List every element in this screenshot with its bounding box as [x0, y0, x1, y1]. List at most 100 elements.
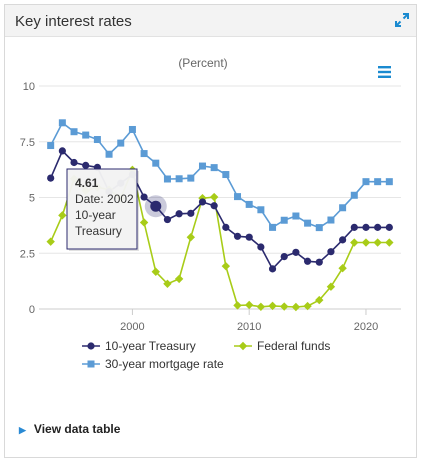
data-point-fedfunds[interactable] [268, 301, 277, 311]
data-point-mortgage[interactable] [234, 193, 242, 201]
data-point-fedfunds[interactable] [373, 238, 382, 247]
data-point-fedfunds[interactable] [280, 302, 289, 311]
data-point-treasury[interactable] [140, 193, 148, 201]
data-point-fedfunds[interactable] [326, 282, 336, 291]
triangle-right-icon: ▶ [19, 425, 26, 435]
tooltip-series-line: Treasury [75, 224, 122, 238]
legend-item-mortgage[interactable]: 30-year mortgage rate [82, 357, 224, 371]
data-point-mortgage[interactable] [93, 136, 101, 144]
data-point-fedfunds[interactable] [58, 211, 67, 220]
data-point-mortgage[interactable] [82, 131, 90, 139]
data-point-treasury[interactable] [187, 209, 195, 217]
data-point-mortgage[interactable] [58, 119, 66, 127]
data-point-treasury[interactable] [362, 223, 370, 231]
data-point-treasury[interactable] [257, 243, 265, 251]
data-point-mortgage[interactable] [140, 150, 148, 158]
data-point-treasury[interactable] [245, 233, 253, 241]
data-point-mortgage[interactable] [175, 175, 183, 183]
data-point-treasury[interactable] [374, 223, 382, 231]
data-point-mortgage[interactable] [210, 164, 218, 172]
data-point-mortgage[interactable] [385, 178, 393, 186]
data-point-treasury[interactable] [292, 248, 300, 256]
data-point-mortgage[interactable] [245, 200, 253, 208]
data-point-treasury[interactable] [280, 252, 288, 261]
data-point-treasury[interactable] [210, 202, 218, 210]
data-point-treasury[interactable] [70, 158, 78, 167]
data-point-treasury[interactable] [233, 232, 242, 240]
key-interest-rates-card: Key interest rates (Percent) 0 2.5 5 7.5 10 … [4, 4, 417, 458]
data-point-fedfunds[interactable] [256, 302, 266, 311]
data-point-mortgage[interactable] [280, 216, 288, 224]
data-point-mortgage[interactable] [304, 219, 312, 227]
data-point-treasury[interactable] [315, 258, 323, 266]
line-chart: (Percent) 0 2.5 5 7.5 10 2000 2010 2020 4.61 Da… [20, 56, 401, 371]
legend-item-fedfunds[interactable]: Federal funds [234, 339, 330, 353]
hamburger-menu-icon[interactable] [378, 66, 391, 78]
data-point-fedfunds[interactable] [221, 261, 231, 271]
legend-marker [87, 360, 95, 368]
data-point-fedfunds[interactable] [244, 300, 254, 310]
data-point-mortgage[interactable] [198, 162, 206, 170]
data-point-treasury[interactable] [58, 147, 66, 155]
data-point-fedfunds[interactable] [46, 237, 55, 246]
data-point-fedfunds[interactable] [209, 192, 219, 202]
data-point-treasury[interactable] [385, 223, 393, 231]
view-data-table-link[interactable]: ▶ View data table [19, 422, 120, 436]
data-point-mortgage[interactable] [187, 174, 195, 182]
data-point-mortgage[interactable] [374, 178, 382, 186]
data-point-treasury[interactable] [175, 210, 183, 218]
data-point-treasury[interactable] [327, 248, 335, 256]
y-tick-label: 5 [29, 193, 35, 205]
data-point-treasury[interactable] [198, 198, 207, 206]
data-point-mortgage[interactable] [222, 171, 230, 179]
data-point-mortgage[interactable] [315, 224, 323, 232]
data-point-fedfunds[interactable] [174, 274, 184, 284]
chart-subtitle: (Percent) [178, 56, 227, 70]
data-point-mortgage[interactable] [70, 128, 78, 136]
data-point-fedfunds[interactable] [303, 301, 312, 311]
data-point-mortgage[interactable] [163, 175, 171, 183]
data-point-fedfunds[interactable] [163, 279, 172, 289]
data-point-treasury[interactable] [350, 223, 358, 231]
data-point-mortgage[interactable] [117, 139, 125, 147]
data-point-fedfunds[interactable] [385, 238, 394, 247]
data-point-mortgage[interactable] [105, 150, 113, 158]
data-point-fedfunds[interactable] [350, 238, 359, 247]
data-point-treasury[interactable] [303, 257, 312, 265]
data-point-mortgage[interactable] [350, 191, 358, 199]
data-point-mortgage[interactable] [257, 206, 265, 214]
data-point-fedfunds[interactable] [338, 263, 347, 273]
data-point-treasury[interactable] [47, 174, 55, 182]
data-point-fedfunds[interactable] [151, 267, 160, 276]
data-point-treasury[interactable] [222, 223, 230, 231]
view-data-table-label: View data table [33, 422, 121, 436]
tooltip-date: Date: 2002 [75, 192, 134, 206]
y-tick-label: 10 [23, 81, 35, 93]
data-point-mortgage[interactable] [362, 178, 370, 186]
expand-arrows-icon[interactable] [394, 12, 410, 28]
hover-point [150, 200, 162, 212]
data-point-treasury[interactable] [339, 236, 347, 244]
data-point-mortgage[interactable] [339, 204, 347, 212]
data-point-treasury[interactable] [82, 161, 90, 169]
data-point-mortgage[interactable] [128, 125, 136, 133]
data-point-fedfunds[interactable] [139, 218, 149, 227]
data-point-mortgage[interactable] [269, 223, 277, 231]
data-point-fedfunds[interactable] [186, 232, 196, 242]
data-point-treasury[interactable] [268, 265, 277, 273]
data-point-mortgage[interactable] [327, 216, 335, 224]
legend-item-treasury[interactable]: 10-year Treasury [82, 339, 196, 353]
data-point-fedfunds[interactable] [233, 301, 242, 310]
legend-marker [87, 342, 95, 350]
data-point-fedfunds[interactable] [291, 302, 301, 312]
data-point-treasury[interactable] [163, 215, 172, 224]
legend-label: Federal funds [257, 339, 330, 353]
data-point-fedfunds[interactable] [315, 295, 324, 305]
data-point-mortgage[interactable] [152, 159, 160, 167]
data-point-mortgage[interactable] [47, 142, 55, 150]
data-point-fedfunds[interactable] [361, 238, 371, 247]
tooltip-box [66, 168, 138, 250]
x-tick-label: 2000 [120, 321, 144, 333]
data-point-mortgage[interactable] [292, 212, 300, 220]
legend-label: 30-year mortgage rate [105, 357, 224, 371]
